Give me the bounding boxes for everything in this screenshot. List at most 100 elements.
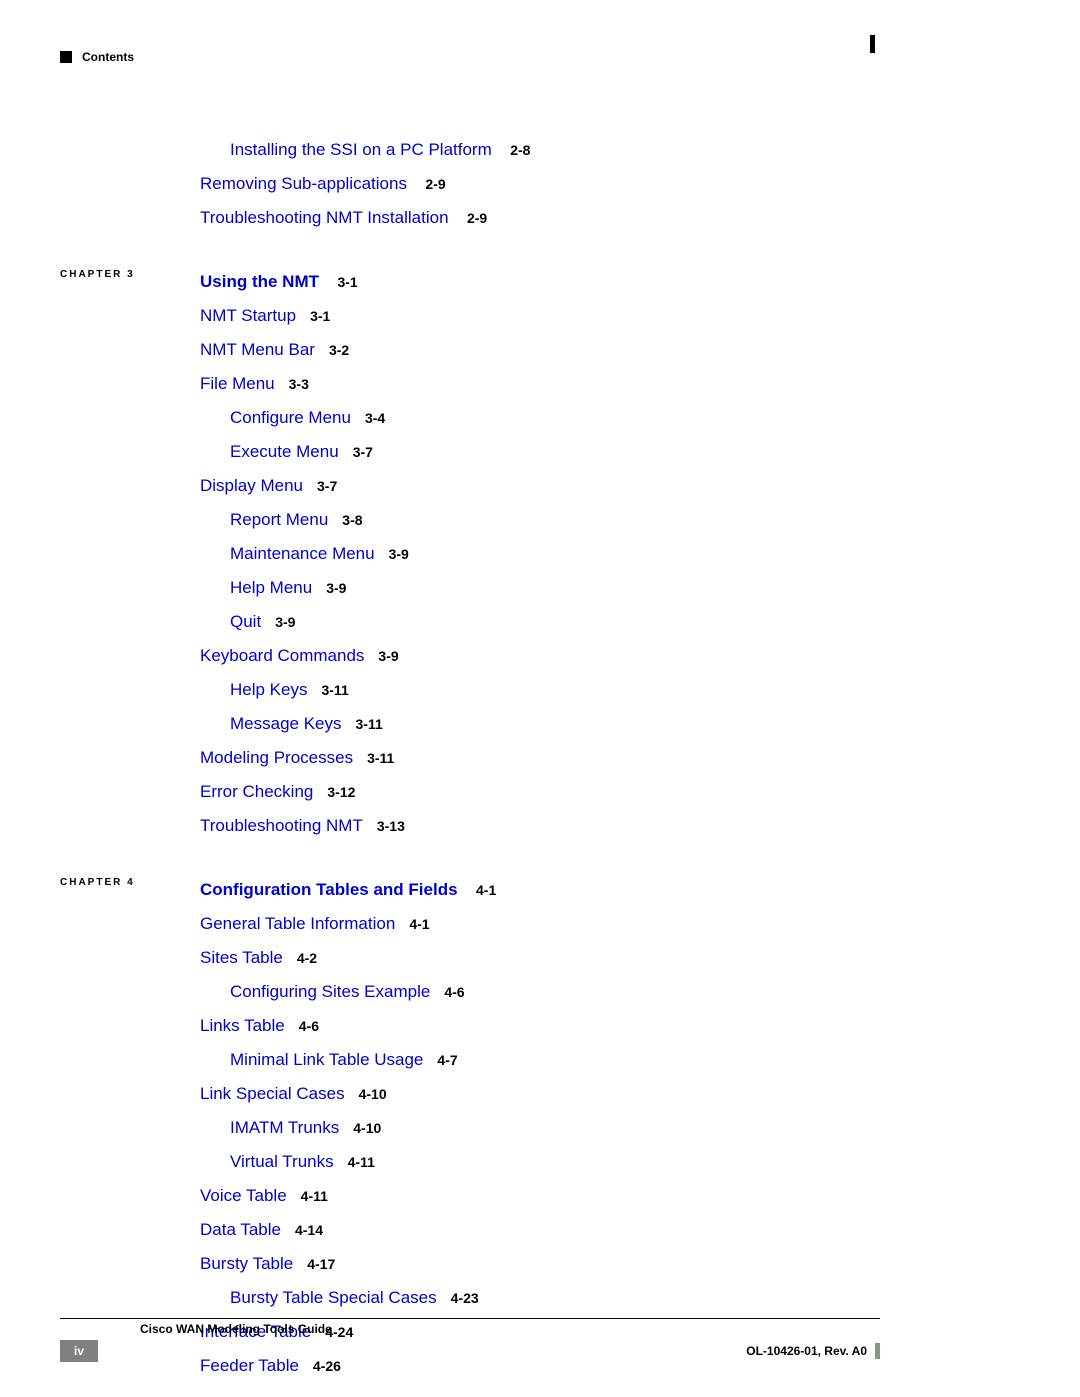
toc-link[interactable]: Troubleshooting NMT Installation bbox=[200, 208, 449, 227]
toc-link[interactable]: Modeling Processes bbox=[200, 748, 353, 767]
toc-link[interactable]: Virtual Trunks bbox=[230, 1152, 334, 1171]
toc-entry: Data Table 4-14 bbox=[200, 1217, 980, 1243]
chapter-3-title[interactable]: Using the NMT bbox=[200, 272, 319, 291]
toc-link[interactable]: Execute Menu bbox=[230, 442, 339, 461]
chapter-4-block: CHAPTER 4 Configuration Tables and Field… bbox=[60, 877, 980, 1379]
toc-link[interactable]: Bursty Table bbox=[200, 1254, 293, 1273]
toc-page-ref: 2-9 bbox=[425, 176, 445, 192]
toc-link[interactable]: Error Checking bbox=[200, 782, 313, 801]
toc-link[interactable]: Message Keys bbox=[230, 714, 342, 733]
toc-entry: Installing the SSI on a PC Platform 2-8 bbox=[230, 137, 980, 163]
toc-page-ref: 3-9 bbox=[326, 580, 346, 596]
toc-page-ref: 3-13 bbox=[377, 818, 405, 834]
top-crop-marker bbox=[870, 35, 875, 53]
toc-entry: Virtual Trunks4-11 bbox=[230, 1149, 980, 1175]
toc-page-ref: 3-3 bbox=[289, 376, 309, 392]
toc-entry: NMT Startup 3-1 bbox=[200, 303, 980, 329]
toc-entry: Help Menu 3-9 bbox=[230, 575, 980, 601]
toc-entry: Error Checking 3-12 bbox=[200, 779, 980, 805]
header-row: Contents bbox=[60, 50, 134, 64]
toc-entry: Display Menu 3-7 bbox=[200, 473, 980, 499]
toc-link[interactable]: Quit bbox=[230, 612, 261, 631]
toc-page-ref: 3-7 bbox=[317, 478, 337, 494]
toc-entry: Message Keys3-11 bbox=[230, 711, 980, 737]
toc-link[interactable]: Maintenance Menu bbox=[230, 544, 375, 563]
toc-link[interactable]: Sites Table bbox=[200, 948, 283, 967]
footer-right: OL-10426-01, Rev. A0 bbox=[746, 1343, 880, 1359]
chapter-4-title[interactable]: Configuration Tables and Fields bbox=[200, 880, 458, 899]
chapter-3-label: CHAPTER 3 bbox=[60, 269, 135, 280]
toc-link[interactable]: Link Special Cases bbox=[200, 1084, 345, 1103]
toc-page-ref: 4-10 bbox=[353, 1120, 381, 1136]
toc-entry: Help Keys 3-11 bbox=[230, 677, 980, 703]
toc-page-ref: 3-11 bbox=[367, 750, 394, 766]
toc-page-ref: 4-6 bbox=[444, 984, 464, 1000]
toc-entry: Links Table 4-6 bbox=[200, 1013, 980, 1039]
toc-page-ref: 4-1 bbox=[476, 882, 496, 898]
toc-link[interactable]: IMATM Trunks bbox=[230, 1118, 339, 1137]
toc-page-ref: 2-9 bbox=[467, 210, 487, 226]
toc-page-ref: 3-12 bbox=[327, 784, 355, 800]
toc-page-ref: 4-2 bbox=[297, 950, 317, 966]
toc-link[interactable]: Removing Sub-applications bbox=[200, 174, 407, 193]
toc-page-ref: 3-1 bbox=[310, 308, 330, 324]
toc-entry: Configuring Sites Example 4-6 bbox=[230, 979, 980, 1005]
toc-page-ref: 3-7 bbox=[353, 444, 373, 460]
footer-row: iv OL-10426-01, Rev. A0 bbox=[60, 1340, 880, 1362]
toc-link[interactable]: Installing the SSI on a PC Platform bbox=[230, 140, 492, 159]
chapter-title-row: Using the NMT 3-1 bbox=[200, 269, 980, 295]
toc-link[interactable]: Help Menu bbox=[230, 578, 312, 597]
toc-link[interactable]: Minimal Link Table Usage bbox=[230, 1050, 423, 1069]
toc-link[interactable]: Links Table bbox=[200, 1016, 285, 1035]
toc-entry: Troubleshooting NMT Installation 2-9 bbox=[200, 205, 980, 231]
toc-link[interactable]: NMT Menu Bar bbox=[200, 340, 315, 359]
toc-page-ref: 4-14 bbox=[295, 1222, 323, 1238]
toc-link[interactable]: Display Menu bbox=[200, 476, 303, 495]
toc-entry: Link Special Cases 4-10 bbox=[200, 1081, 980, 1107]
toc-page-ref: 4-7 bbox=[437, 1052, 457, 1068]
footer-marker-icon bbox=[875, 1343, 880, 1359]
toc-page-ref: 3-1 bbox=[337, 274, 357, 290]
toc-page-ref: 3-11 bbox=[321, 682, 348, 698]
toc-entry: IMATM Trunks 4-10 bbox=[230, 1115, 980, 1141]
toc-entry: Quit 3-9 bbox=[230, 609, 980, 635]
toc-link[interactable]: Bursty Table Special Cases bbox=[230, 1288, 437, 1307]
toc-link[interactable]: Configure Menu bbox=[230, 408, 351, 427]
toc-page-ref: 4-23 bbox=[451, 1290, 479, 1306]
toc-page-ref: 3-9 bbox=[275, 614, 295, 630]
toc-link[interactable]: File Menu bbox=[200, 374, 275, 393]
toc-page-ref: 3-4 bbox=[365, 410, 385, 426]
toc-page-ref: 3-8 bbox=[342, 512, 362, 528]
footer: Cisco WAN Modeling Tools Guide iv OL-104… bbox=[60, 1318, 880, 1362]
toc-entry: Troubleshooting NMT 3-13 bbox=[200, 813, 980, 839]
toc-link[interactable]: General Table Information bbox=[200, 914, 395, 933]
toc-page-ref: 2-8 bbox=[510, 142, 530, 158]
toc-page-ref: 3-9 bbox=[378, 648, 398, 664]
header-block-icon bbox=[60, 51, 72, 63]
toc-link[interactable]: Troubleshooting NMT bbox=[200, 816, 363, 835]
footer-rule bbox=[60, 1318, 880, 1319]
toc-page-ref: 4-1 bbox=[409, 916, 429, 932]
chapter-3-block: CHAPTER 3 Using the NMT 3-1 NMT Startup 3… bbox=[60, 269, 980, 839]
toc-page-ref: 4-11 bbox=[301, 1188, 328, 1204]
page-number-badge: iv bbox=[60, 1340, 98, 1362]
toc-page-ref: 4-6 bbox=[299, 1018, 319, 1034]
chapter-title-row: Configuration Tables and Fields 4-1 bbox=[200, 877, 980, 903]
toc-link[interactable]: Keyboard Commands bbox=[200, 646, 364, 665]
toc-page-ref: 4-10 bbox=[359, 1086, 387, 1102]
toc-link[interactable]: Voice Table bbox=[200, 1186, 287, 1205]
toc-entry: Minimal Link Table Usage 4-7 bbox=[230, 1047, 980, 1073]
toc-link[interactable]: Configuring Sites Example bbox=[230, 982, 430, 1001]
toc-entry: Modeling Processes 3-11 bbox=[200, 745, 980, 771]
toc-link[interactable]: Help Keys bbox=[230, 680, 307, 699]
toc-link[interactable]: Data Table bbox=[200, 1220, 281, 1239]
footer-doc-title: Cisco WAN Modeling Tools Guide bbox=[140, 1322, 880, 1336]
toc-link[interactable]: NMT Startup bbox=[200, 306, 296, 325]
toc-link[interactable]: Report Menu bbox=[230, 510, 328, 529]
toc-content: Installing the SSI on a PC Platform 2-8 … bbox=[60, 137, 980, 1387]
toc-entry: Execute Menu 3-7 bbox=[230, 439, 980, 465]
toc-entry: Sites Table 4-2 bbox=[200, 945, 980, 971]
toc-page-ref: 3-9 bbox=[389, 546, 409, 562]
toc-entry: NMT Menu Bar3-2 bbox=[200, 337, 980, 363]
toc-entry: Bursty Table4-17 bbox=[200, 1251, 980, 1277]
